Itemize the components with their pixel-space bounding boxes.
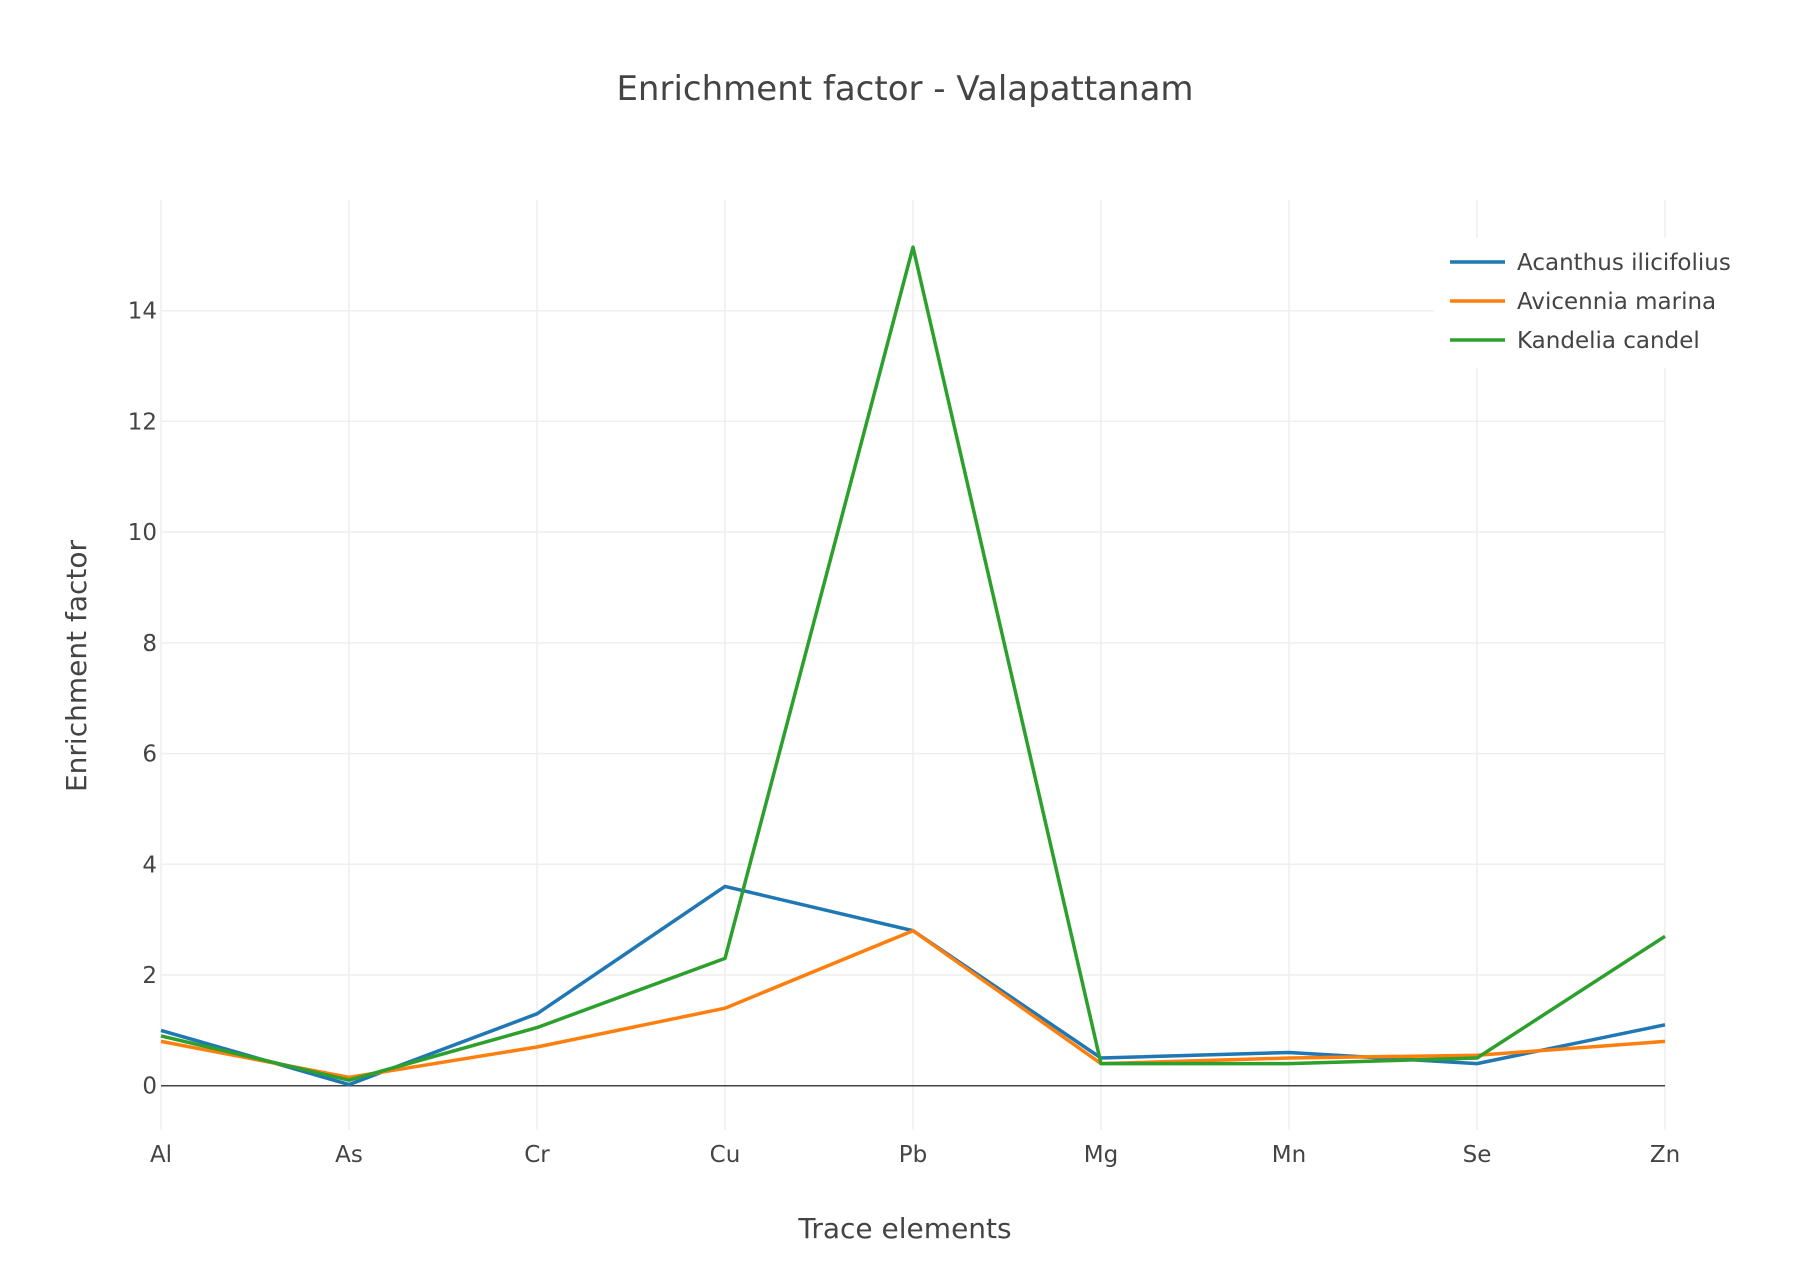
y-tick-label: 4: [142, 852, 157, 878]
x-axis-title: Trace elements: [797, 1212, 1011, 1245]
y-axis-title: Enrichment factor: [60, 540, 93, 793]
x-tick-labels: Al As Cr Cu Pb Mg Mn Se Zn: [150, 1142, 1680, 1168]
x-tick-label: Mg: [1084, 1142, 1118, 1168]
legend: Acanthus ilicifolius Avicennia marina Kand…: [1434, 238, 1734, 368]
x-tick-label: Zn: [1650, 1142, 1680, 1168]
series-layer: [160, 245, 1666, 1087]
y-tick-label: 0: [142, 1074, 157, 1100]
y-tick-label: 8: [142, 631, 157, 657]
x-tick-label: Mn: [1272, 1142, 1306, 1168]
x-tick-label: Cr: [524, 1142, 550, 1168]
x-tick-label: Se: [1463, 1142, 1492, 1168]
y-tick-labels: 0 2 4 6 8 10 12 14: [128, 299, 157, 1100]
series-line: [160, 245, 1666, 1082]
legend-label: Acanthus ilicifolius: [1517, 250, 1731, 276]
legend-background: [1434, 238, 1734, 368]
y-tick-label: 14: [128, 299, 157, 325]
grid: [160, 200, 1666, 1130]
x-tick-label: Cu: [710, 1142, 741, 1168]
legend-label: Kandelia candel: [1517, 328, 1700, 354]
y-tick-label: 10: [128, 520, 157, 546]
chart-title: Enrichment factor - Valapattanam: [616, 69, 1193, 109]
y-tick-label: 12: [128, 409, 157, 435]
x-tick-label: Pb: [899, 1142, 927, 1168]
y-tick-label: 6: [142, 742, 157, 768]
x-tick-label: Al: [150, 1142, 172, 1168]
series-line: [160, 928, 1666, 1080]
y-tick-label: 2: [142, 963, 157, 989]
x-tick-label: As: [335, 1142, 363, 1168]
legend-label: Avicennia marina: [1517, 289, 1716, 315]
